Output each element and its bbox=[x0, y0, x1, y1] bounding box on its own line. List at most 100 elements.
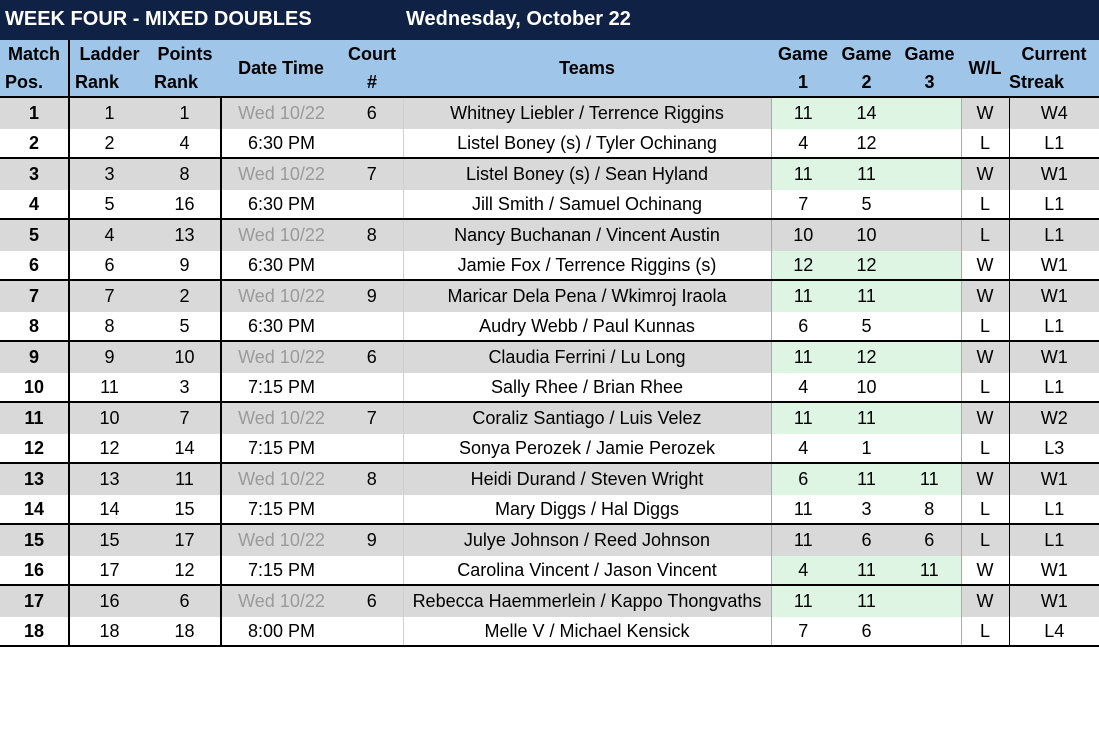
date-cell: Wed 10/22 bbox=[220, 341, 341, 373]
game2-cell: 12 bbox=[835, 251, 898, 281]
date-cell: Wed 10/22 bbox=[220, 280, 341, 312]
ladder-rank-cell: 18 bbox=[69, 617, 149, 647]
wl-cell: W bbox=[961, 251, 1010, 281]
court-cell-empty bbox=[341, 495, 404, 525]
time-cell: 7:15 PM bbox=[220, 495, 341, 525]
match-pos-cell: 2 bbox=[0, 129, 70, 159]
points-rank-cell: 3 bbox=[149, 373, 221, 403]
wl-cell: L bbox=[961, 524, 1010, 556]
match-pos-cell: 1 bbox=[0, 97, 70, 129]
wl-cell: W bbox=[961, 556, 1010, 586]
game1-cell: 4 bbox=[770, 129, 835, 159]
ladder-rank-cell: 11 bbox=[69, 373, 149, 403]
wl-cell: W bbox=[961, 585, 1010, 617]
table-row: 11 10 7 Wed 10/22 7 Coraliz Santiago / Luis V… bbox=[0, 402, 1099, 434]
match-pos-cell: 17 bbox=[0, 585, 70, 617]
match-pos-cell: 5 bbox=[0, 219, 70, 251]
match-pos-cell: 9 bbox=[0, 341, 70, 373]
game2-cell: 1 bbox=[835, 434, 898, 464]
streak-cell: W1 bbox=[1009, 341, 1099, 373]
team-cell: Audry Webb / Paul Kunnas bbox=[403, 312, 771, 342]
game1-cell: 11 bbox=[770, 402, 835, 434]
court-cell-empty bbox=[341, 556, 404, 586]
header-teams: Teams bbox=[403, 40, 771, 98]
team-cell: Carolina Vincent / Jason Vincent bbox=[403, 556, 771, 586]
game2-cell: 12 bbox=[835, 341, 898, 373]
ladder-rank-cell: 16 bbox=[69, 585, 149, 617]
header-ladder-rank-2: Rank bbox=[69, 68, 149, 98]
streak-cell: L1 bbox=[1009, 312, 1099, 342]
time-cell: 6:30 PM bbox=[220, 251, 341, 281]
header-points-rank: Points bbox=[149, 40, 221, 68]
date-cell: Wed 10/22 bbox=[220, 524, 341, 556]
game3-cell bbox=[898, 617, 962, 647]
points-rank-cell: 9 bbox=[149, 251, 221, 281]
court-cell-empty bbox=[341, 373, 404, 403]
header-wl: W/L bbox=[961, 40, 1009, 98]
game3-cell bbox=[898, 585, 962, 617]
points-rank-cell: 5 bbox=[149, 312, 221, 342]
ladder-rank-cell: 6 bbox=[69, 251, 149, 281]
game1-cell: 11 bbox=[770, 341, 835, 373]
streak-cell: W1 bbox=[1009, 280, 1099, 312]
points-rank-cell: 4 bbox=[149, 129, 221, 159]
court-cell: 9 bbox=[341, 524, 404, 556]
game1-cell: 10 bbox=[770, 219, 835, 251]
game2-cell: 10 bbox=[835, 373, 898, 403]
game1-cell: 6 bbox=[770, 312, 835, 342]
points-rank-cell: 10 bbox=[149, 341, 221, 373]
team-cell: Nancy Buchanan / Vincent Austin bbox=[403, 219, 771, 251]
game2-cell: 11 bbox=[835, 402, 898, 434]
game3-cell bbox=[898, 251, 962, 281]
game2-cell: 5 bbox=[835, 312, 898, 342]
team-cell: Julye Johnson / Reed Johnson bbox=[403, 524, 771, 556]
points-rank-cell: 18 bbox=[149, 617, 221, 647]
game2-cell: 6 bbox=[835, 524, 898, 556]
table-row: 12 12 14 7:15 PM Sonya Perozek / Jamie Peroz… bbox=[0, 434, 1099, 464]
streak-cell: W1 bbox=[1009, 251, 1099, 281]
streak-cell: L3 bbox=[1009, 434, 1099, 464]
game2-cell: 11 bbox=[835, 556, 898, 586]
points-rank-cell: 8 bbox=[149, 158, 221, 190]
header-court: Court bbox=[341, 40, 403, 68]
streak-cell: W1 bbox=[1009, 585, 1099, 617]
game3-cell: 6 bbox=[898, 524, 962, 556]
streak-cell: L1 bbox=[1009, 219, 1099, 251]
time-cell: 6:30 PM bbox=[220, 312, 341, 342]
table-row: 16 17 12 7:15 PM Carolina Vincent / Jason Vi… bbox=[0, 556, 1099, 586]
team-cell: Heidi Durand / Steven Wright bbox=[403, 463, 771, 495]
game2-cell: 11 bbox=[835, 280, 898, 312]
team-cell: Whitney Liebler / Terrence Riggins bbox=[403, 97, 771, 129]
game1-cell: 4 bbox=[770, 373, 835, 403]
match-pos-cell: 13 bbox=[0, 463, 70, 495]
team-cell: Listel Boney (s) / Tyler Ochinang bbox=[403, 129, 771, 159]
game2-cell: 11 bbox=[835, 158, 898, 190]
ladder-rank-cell: 2 bbox=[69, 129, 149, 159]
game3-cell bbox=[898, 341, 962, 373]
court-cell: 6 bbox=[341, 585, 404, 617]
game3-cell: 11 bbox=[898, 463, 962, 495]
game2-cell: 10 bbox=[835, 219, 898, 251]
game2-cell: 11 bbox=[835, 463, 898, 495]
court-cell-empty bbox=[341, 312, 404, 342]
team-cell: Coraliz Santiago / Luis Velez bbox=[403, 402, 771, 434]
ladder-rank-cell: 14 bbox=[69, 495, 149, 525]
table-row: 8 8 5 6:30 PM Audry Webb / Paul Kunnas 6 5 L L1 bbox=[0, 312, 1099, 342]
game3-cell bbox=[898, 190, 962, 220]
wl-cell: W bbox=[961, 463, 1010, 495]
time-cell: 7:15 PM bbox=[220, 373, 341, 403]
game1-cell: 11 bbox=[770, 495, 835, 525]
court-cell: 7 bbox=[341, 402, 404, 434]
wl-cell: L bbox=[961, 312, 1010, 342]
wl-cell: L bbox=[961, 190, 1010, 220]
court-cell: 7 bbox=[341, 158, 404, 190]
table-row: 7 7 2 Wed 10/22 9 Maricar Dela Pena / Wkimroj… bbox=[0, 280, 1099, 312]
header-game1-2: 1 bbox=[771, 68, 835, 98]
title-bar: WEEK FOUR - MIXED DOUBLES Wednesday, Oct… bbox=[0, 0, 1099, 40]
table-row: 6 6 9 6:30 PM Jamie Fox / Terrence Riggins (… bbox=[0, 251, 1099, 281]
header-streak-2: Streak bbox=[1009, 68, 1099, 98]
game1-cell: 11 bbox=[770, 97, 835, 129]
court-cell: 9 bbox=[341, 280, 404, 312]
game1-cell: 7 bbox=[770, 190, 835, 220]
ladder-rank-cell: 5 bbox=[69, 190, 149, 220]
